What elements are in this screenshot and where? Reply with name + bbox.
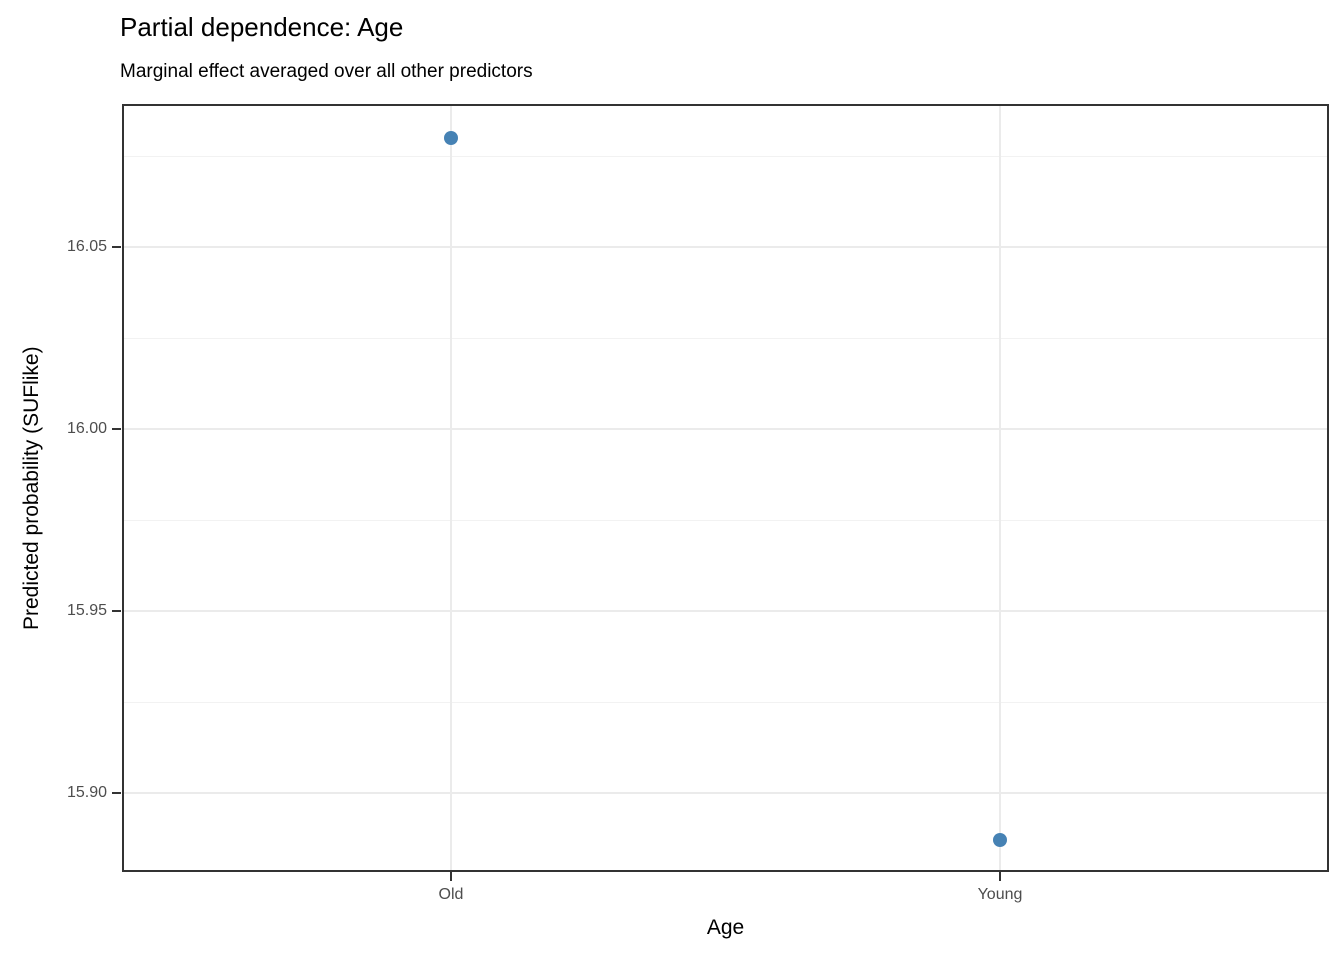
x-tick-mark [450,872,452,881]
x-tick-label: Young [977,886,1023,903]
gridline-minor-y [124,156,1327,157]
y-tick-label: 16.05 [66,238,107,255]
plot-subtitle: Marginal effect averaged over all other … [120,61,533,82]
plot-panel [122,104,1329,872]
x-tick-mark [999,872,1001,881]
gridline-major-y [124,246,1327,248]
data-point-old [444,131,458,145]
y-tick-label: 16.00 [66,420,107,437]
gridline-minor-y [124,702,1327,703]
plot-title: Partial dependence: Age [120,12,404,42]
gridline-minor-y [124,520,1327,521]
x-tick-label: Old [438,886,464,903]
y-tick-label: 15.90 [66,784,107,801]
data-point-young [993,833,1007,847]
x-axis-title: Age [706,916,745,939]
y-tick-label: 15.95 [66,602,107,619]
gridline-major-y [124,792,1327,794]
gridline-x [450,106,452,870]
gridline-minor-y [124,338,1327,339]
gridline-x [999,106,1001,870]
gridline-major-y [124,428,1327,430]
y-tick-mark [112,246,121,248]
y-tick-mark [112,792,121,794]
y-tick-mark [112,610,121,612]
y-tick-mark [112,428,121,430]
gridline-major-y [124,610,1327,612]
y-axis-title: Predicted probability (SUFlike) [20,346,43,630]
